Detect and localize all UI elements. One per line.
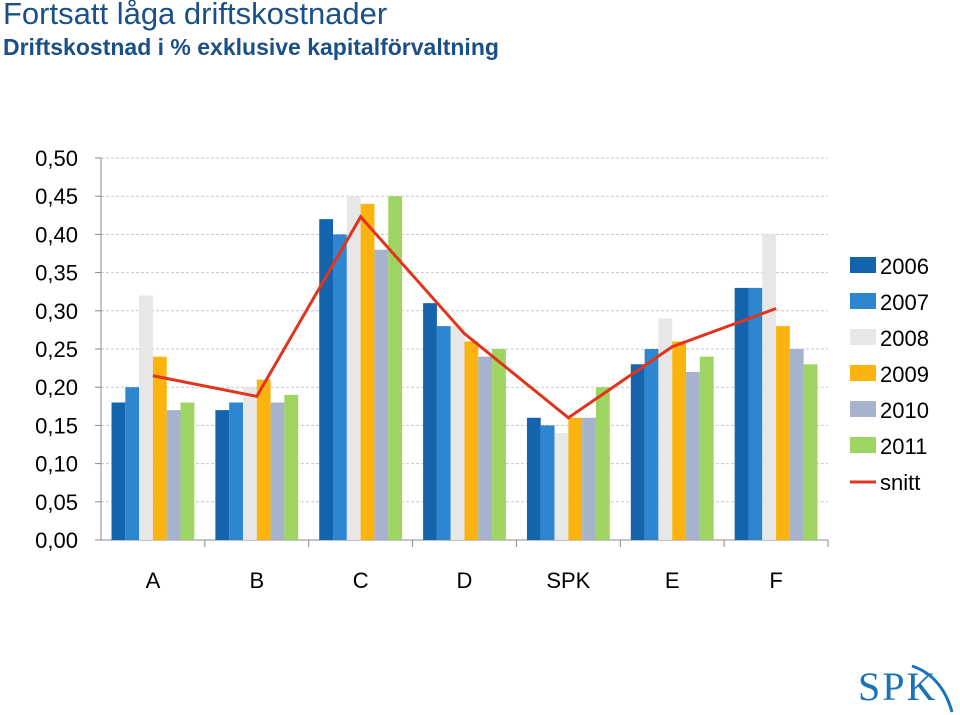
bar-2011-E [699, 356, 714, 540]
bar-2009-D [464, 341, 479, 540]
bar-2011-B [284, 394, 299, 540]
bar-2008-A [139, 295, 153, 540]
x-tick-label: F [769, 568, 782, 593]
bar-2009-E [672, 341, 687, 540]
legend-label-2009: 2009 [880, 362, 929, 387]
bar-2007-C [333, 234, 347, 540]
snitt-line [152, 214, 777, 420]
bar-2010-SPK [582, 417, 596, 540]
bar-2010-E [686, 371, 700, 540]
bar-2008-B [242, 387, 257, 540]
bar-2007-B [229, 402, 243, 540]
legend-label-2007: 2007 [880, 290, 929, 315]
legend-swatch-2009 [850, 365, 876, 381]
x-tick-label: SPK [546, 568, 590, 593]
bar-2007-A [125, 387, 140, 540]
y-tick-label: 0,05 [35, 490, 78, 515]
bar-2007-F [748, 287, 763, 540]
y-tick-label: 0,45 [35, 184, 78, 209]
legend-swatch-2007 [850, 293, 876, 309]
x-tick-label: B [249, 568, 264, 593]
chart-title: Fortsatt låga driftskostnader [3, 0, 388, 31]
bar-2010-B [270, 402, 285, 540]
bar-2010-A [166, 410, 181, 540]
y-tick-label: 0,10 [35, 452, 78, 477]
y-tick-label: 0,50 [35, 146, 78, 171]
legend-label-2008: 2008 [880, 326, 929, 351]
bar-2011-D [492, 349, 506, 540]
chart-subtitle: Driftskostnad i % exklusive kapitalförva… [3, 34, 499, 60]
y-tick-label: 0,35 [35, 261, 78, 286]
legend-label-2011: 2011 [880, 434, 927, 459]
bar-2006-D [423, 303, 437, 540]
bar-2007-D [436, 326, 451, 540]
bar-2008-C [346, 196, 361, 540]
legend-label-2006: 2006 [880, 254, 929, 279]
bar-2006-B [215, 410, 230, 540]
y-tick-label: 0,30 [35, 299, 78, 324]
bar-2008-F [762, 234, 777, 540]
bar-2008-D [450, 326, 465, 540]
bar-2006-F [734, 287, 749, 540]
x-tick-label: D [457, 568, 473, 593]
y-tick-label: 0,15 [35, 413, 78, 438]
y-tick-label: 0,20 [35, 375, 78, 400]
bar-2007-SPK [540, 425, 555, 540]
bar-2006-E [630, 364, 645, 540]
bar-2011-C [388, 196, 403, 540]
bar-2011-SPK [595, 387, 610, 540]
bar-2009-B [256, 379, 271, 540]
legend-label-2010: 2010 [880, 398, 929, 423]
y-tick-label: 0,25 [35, 337, 78, 362]
bar-2009-C [360, 203, 375, 540]
legend-swatch-2008 [850, 329, 876, 345]
bar-2010-C [374, 249, 389, 540]
x-tick-label: C [353, 568, 369, 593]
legend-swatch-2010 [850, 401, 876, 417]
bar-2009-SPK [568, 417, 583, 540]
y-tick-label: 0,00 [35, 528, 78, 553]
bar-2006-SPK [526, 417, 541, 540]
bar-2009-F [776, 326, 790, 540]
y-tick-label: 0,40 [35, 222, 78, 247]
bar-2011-A [180, 402, 195, 540]
bar-2007-E [644, 349, 659, 540]
bar-2006-C [319, 219, 334, 540]
bar-2010-D [478, 356, 493, 540]
legend-swatch-2006 [850, 257, 876, 273]
bar-2010-F [789, 349, 804, 540]
spk-logo: SPK [858, 664, 954, 713]
legend-swatch-2011 [850, 437, 876, 453]
bar-2011-F [803, 364, 818, 540]
bar-2008-SPK [554, 433, 569, 540]
x-tick-label: A [146, 568, 161, 593]
x-tick-label: E [665, 568, 680, 593]
bar-2006-A [111, 402, 126, 540]
legend-label-snitt: snitt [880, 470, 920, 495]
bar-2009-A [152, 356, 167, 540]
bar-2008-E [658, 318, 673, 540]
